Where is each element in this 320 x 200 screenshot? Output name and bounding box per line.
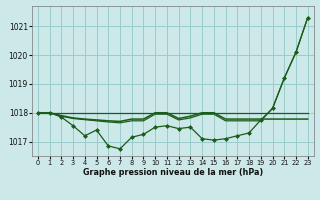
X-axis label: Graphe pression niveau de la mer (hPa): Graphe pression niveau de la mer (hPa) xyxy=(83,168,263,177)
